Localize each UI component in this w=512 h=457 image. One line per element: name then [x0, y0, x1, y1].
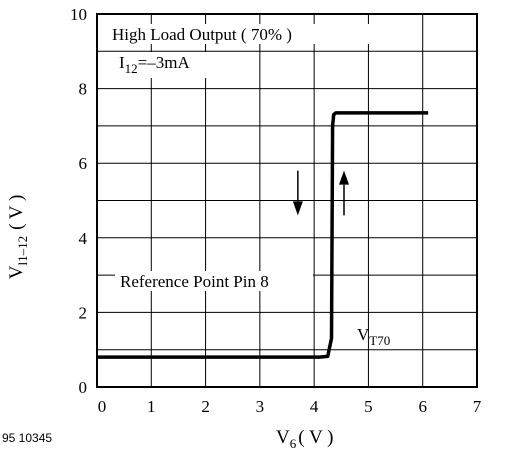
- figure-id: 95 10345: [2, 431, 52, 445]
- arrow-down-icon: [292, 201, 303, 216]
- arrow-up-icon: [339, 170, 349, 185]
- x-tick-label: 5: [364, 397, 373, 416]
- title-background: [106, 24, 380, 44]
- x-axis-label-sub: 6: [290, 436, 297, 451]
- x-tick-labels: 0 1 2 3 4 5 6 7: [98, 397, 482, 416]
- y-axis-label-unit: ( V ): [6, 195, 27, 230]
- title-line-1: High Load Output ( 70% ): [112, 25, 292, 44]
- y-axis-label: Vl1–12 ( V ): [6, 195, 30, 280]
- threshold-sub: T70: [369, 333, 390, 348]
- title-annotation: High Load Output ( 70% ) I12=–3mA: [106, 24, 380, 78]
- y-tick-label: 8: [79, 80, 88, 99]
- x-tick-label: 7: [473, 397, 482, 416]
- x-tick-label: 6: [418, 397, 427, 416]
- current-sub: 12: [125, 61, 138, 76]
- y-tick-label: 2: [79, 303, 88, 322]
- y-tick-label: 0: [79, 378, 88, 397]
- x-axis-label-main: V: [276, 427, 290, 448]
- reference-background: [115, 271, 313, 291]
- title-line-2: I12=–3mA: [119, 53, 190, 76]
- y-tick-labels: 0 2 4 6 8 10: [70, 5, 88, 397]
- x-axis-label: V6( V ): [276, 427, 333, 451]
- x-tick-label: 1: [147, 397, 156, 416]
- reference-label: Reference Point Pin 8: [120, 272, 269, 291]
- grid: [97, 14, 477, 387]
- y-tick-label: 6: [79, 154, 88, 173]
- y-tick-label: 4: [79, 229, 88, 248]
- x-axis-label-unit: ( V ): [298, 427, 333, 448]
- x-tick-label: 3: [256, 397, 265, 416]
- y-axis-label-sub: l1–12: [15, 236, 30, 266]
- current-background: [106, 52, 236, 78]
- y-tick-label: 10: [70, 5, 87, 24]
- x-tick-label: 0: [98, 397, 107, 416]
- series-line: [97, 111, 429, 359]
- threshold-main: V: [357, 325, 370, 344]
- current-rest: =–3mA: [138, 53, 191, 72]
- y-axis-label-main: V: [6, 265, 27, 279]
- x-tick-label: 2: [201, 397, 210, 416]
- threshold-label: VT70: [357, 325, 390, 348]
- arrows: [292, 170, 349, 216]
- plot-frame: [96, 13, 478, 388]
- x-tick-label: 4: [310, 397, 319, 416]
- current-main: I: [119, 53, 125, 72]
